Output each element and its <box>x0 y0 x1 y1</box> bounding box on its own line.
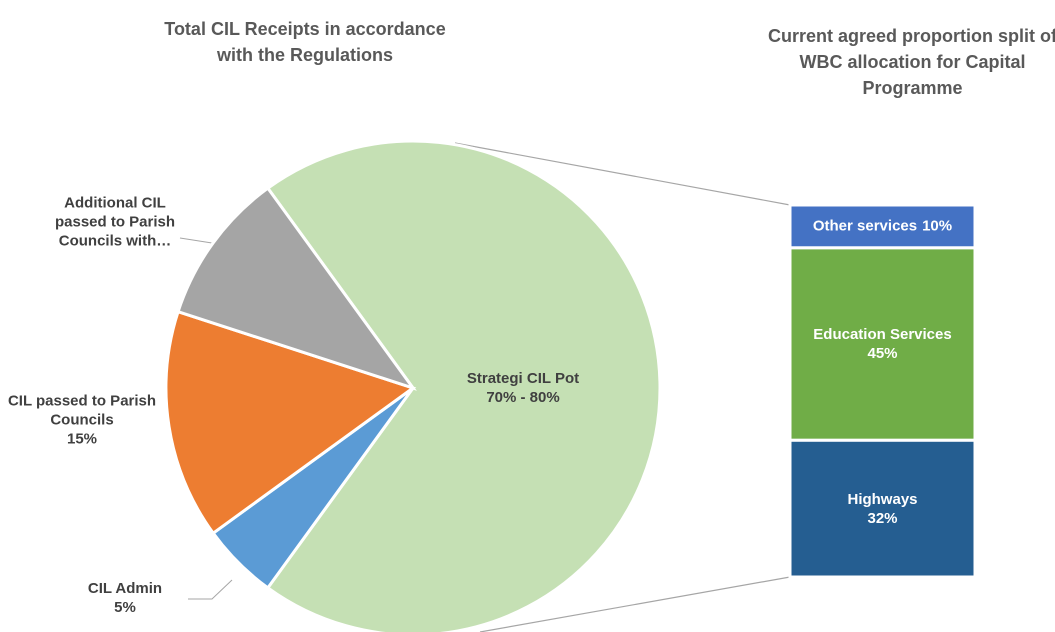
connector <box>479 576 791 632</box>
segment-label: Other services 10% <box>795 217 970 236</box>
value-label: 32% <box>867 509 898 527</box>
bar-segment <box>788 438 977 579</box>
leader-line <box>179 237 213 244</box>
bar-segment <box>788 246 977 442</box>
category-label: Other services <box>812 217 918 235</box>
pie-slice <box>176 186 417 391</box>
bar-segment <box>788 203 977 250</box>
segment-label: Education Services 45% <box>795 325 970 363</box>
bar-title: Current agreed proportion split of WBC a… <box>767 26 1055 98</box>
value-label: 15% <box>66 430 98 448</box>
pie-title: Total CIL Receipts in accordance with th… <box>164 19 446 65</box>
slice-label: Strategi CIL Pot 70% - 80% <box>443 369 603 407</box>
pie-slice <box>265 139 662 632</box>
category-label: Highways <box>847 490 918 508</box>
category-label: CIL passed to Parish Councils <box>7 392 157 429</box>
value-label: 70% - 80% <box>486 389 560 406</box>
category-label: Additional CIL passed to Parish Councils… <box>54 194 176 250</box>
value-label: 45% <box>867 344 898 362</box>
category-label: CIL Admin <box>87 580 163 597</box>
slice-label: CIL passed to Parish Councils 15% <box>2 392 162 449</box>
category-label: Strategi CIL Pot <box>466 370 580 387</box>
category-label: Education Services <box>813 325 952 343</box>
leader-line <box>188 579 233 600</box>
pie-slice <box>164 309 417 536</box>
value-label: 10% <box>922 217 953 235</box>
connector <box>454 142 791 206</box>
slice-label: CIL Admin 5% <box>65 579 185 617</box>
segment-label: Highways 32% <box>795 490 970 528</box>
slice-label: Additional CIL passed to Parish Councils… <box>40 194 190 251</box>
value-label: 5% <box>114 599 136 616</box>
